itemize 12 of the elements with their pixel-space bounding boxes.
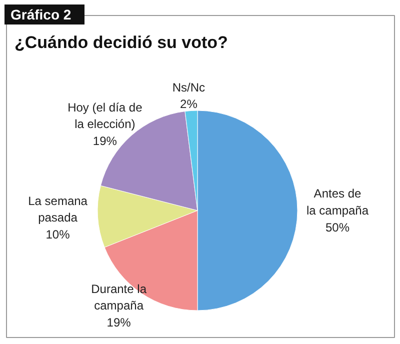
data-label: 19% — [106, 315, 132, 330]
slice-label: Antes de la campaña — [306, 186, 369, 218]
slice-label: Hoy (el día de la elección) — [68, 100, 143, 132]
data-label: 19% — [92, 134, 118, 148]
slice-label: Ns/Nc — [172, 80, 206, 94]
slice-label: La semana pasada — [28, 194, 88, 225]
data-label: 10% — [46, 228, 70, 242]
chart-title: ¿Cuándo decidió su voto? — [14, 33, 228, 52]
text: Gráfico 2 — [10, 6, 72, 22]
data-label: 50% — [325, 220, 350, 234]
slice-label: Durante la campaña — [91, 282, 147, 313]
data-label: 2% — [180, 97, 198, 112]
